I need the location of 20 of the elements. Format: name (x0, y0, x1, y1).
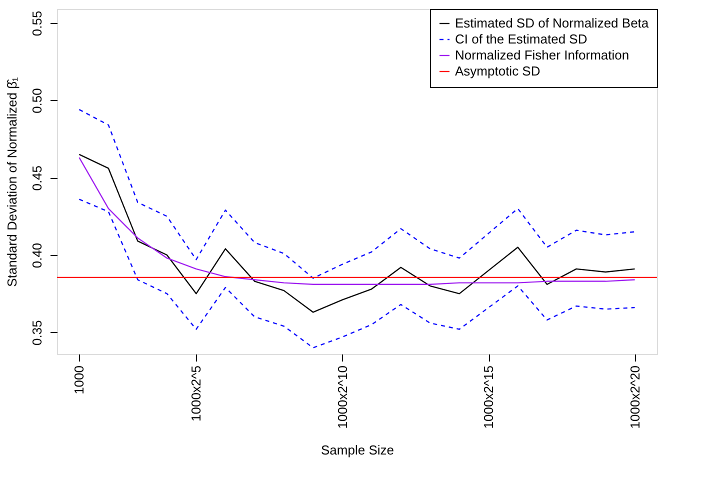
legend-label: CI of the Estimated SD (455, 32, 588, 46)
y-tick-label: 0.55 (30, 10, 44, 36)
line-series (78, 198, 636, 348)
legend-label: Estimated SD of Normalized Beta (455, 16, 650, 30)
x-tick-label: 1000x2^15 (481, 366, 496, 429)
x-tick-label: 1000x2^20 (627, 366, 642, 429)
legend-label: Normalized Fisher Information (455, 48, 630, 62)
line-series (78, 108, 636, 279)
y-axis-title: Standard Deviation of Normalized β̂₁ (4, 76, 20, 287)
x-tick-label: 1000x2^5 (188, 366, 204, 422)
x-tick-label: 1000 (72, 366, 87, 394)
y-tick-label: 0.45 (30, 165, 44, 191)
x-tick-label: 1000x2^10 (334, 366, 350, 429)
legend-label: Asymptotic SD (455, 64, 540, 78)
line-series (78, 156, 636, 285)
line-series (78, 154, 636, 313)
y-tick-label: 0.35 (30, 320, 44, 346)
y-tick-label: 0.40 (30, 242, 44, 268)
x-axis-title: Sample Size (321, 442, 394, 458)
y-tick-label: 0.50 (30, 88, 44, 114)
